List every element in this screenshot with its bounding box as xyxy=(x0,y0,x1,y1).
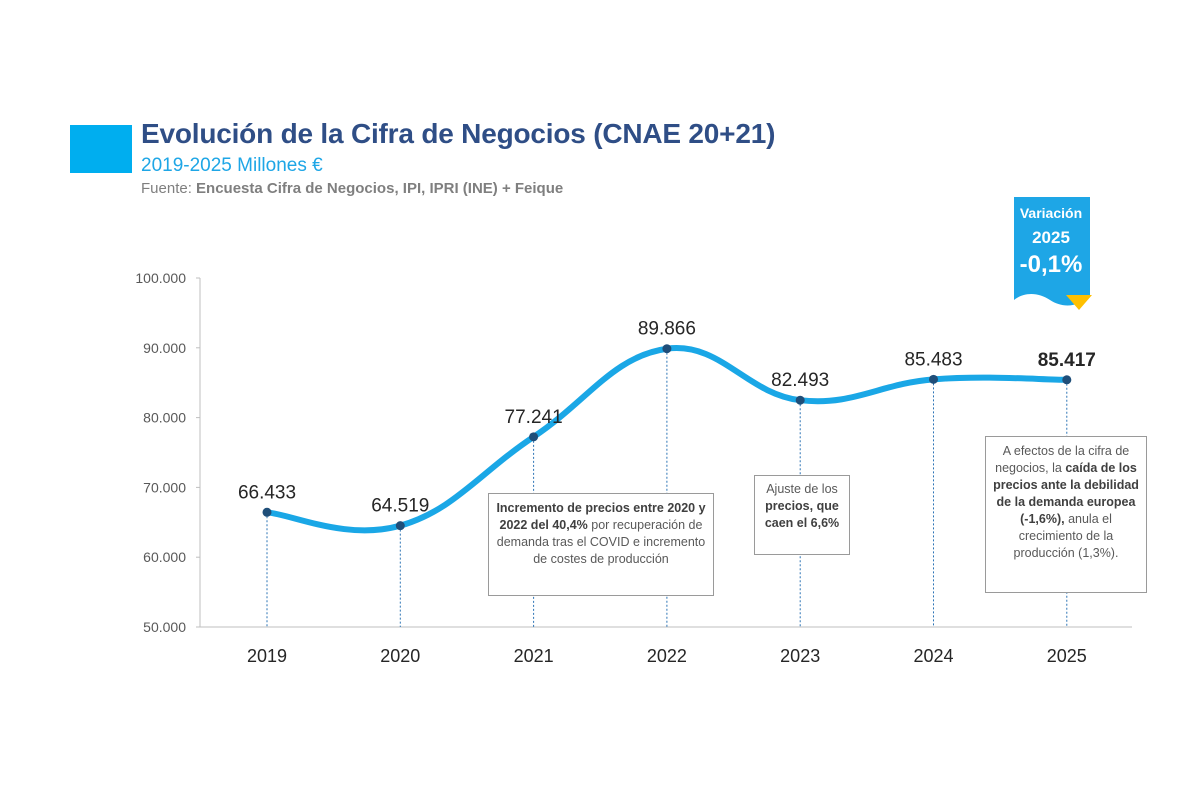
data-label: 89.866 xyxy=(638,319,696,340)
annotation-price-adjustment: Ajuste de los precios, que caen el 6,6% xyxy=(754,475,850,555)
x-tick-label: 2021 xyxy=(514,646,554,666)
data-label: 85.483 xyxy=(904,349,962,370)
data-point xyxy=(1062,375,1072,385)
annotation-demand-weakness: A efectos de la cifra de negocios, la ca… xyxy=(985,436,1147,593)
badge-label: Variación xyxy=(1019,205,1083,221)
badge-value: -0,1% xyxy=(1019,251,1083,278)
data-label: 64.519 xyxy=(371,496,429,517)
annotation-text: caída de los precios ante la debilidad d… xyxy=(993,461,1139,526)
down-triangle-icon xyxy=(1066,295,1092,310)
y-tick-label: 100.000 xyxy=(135,270,186,286)
y-tick-label: 90.000 xyxy=(143,340,186,356)
chart-source: Fuente: Encuesta Cifra de Negocios, IPI,… xyxy=(141,180,563,197)
annotation-text: Ajuste de los xyxy=(766,482,838,496)
x-tick-label: 2025 xyxy=(1047,646,1087,666)
x-tick-label: 2022 xyxy=(647,646,687,666)
data-point xyxy=(795,395,805,405)
x-tick-label: 2023 xyxy=(780,646,820,666)
data-label: 77.241 xyxy=(505,407,563,428)
x-tick-label: 2019 xyxy=(247,646,287,666)
variation-badge xyxy=(1014,197,1090,306)
data-point xyxy=(662,344,672,354)
chart-subtitle: 2019-2025 Millones € xyxy=(141,155,323,176)
badge-year: 2025 xyxy=(1032,228,1070,247)
chart-title: Evolución de la Cifra de Negocios (CNAE … xyxy=(141,118,776,149)
annotation-text: precios, que caen el 6,6% xyxy=(764,499,840,530)
annotation-text: anula el crecimiento de la producción (1… xyxy=(1013,512,1119,560)
source-text: Encuesta Cifra de Negocios, IPI, IPRI (I… xyxy=(196,180,564,197)
annotation-text: por recuperación de demanda tras el COVI… xyxy=(496,518,706,566)
y-tick-label: 80.000 xyxy=(143,410,186,426)
y-tick-label: 60.000 xyxy=(143,549,186,565)
source-prefix: Fuente: xyxy=(141,180,197,197)
annotation-text: Incremento de precios entre 2020 y 2022 … xyxy=(496,501,706,532)
annotation-text: A efectos de la cifra de negocios, la xyxy=(995,444,1130,475)
x-tick-label: 2024 xyxy=(913,646,953,666)
data-label: 85.417 xyxy=(1038,350,1096,371)
data-label: 66.433 xyxy=(238,482,296,503)
title-accent-square xyxy=(70,125,132,173)
y-tick-label: 70.000 xyxy=(143,479,186,495)
data-point xyxy=(262,507,272,517)
x-tick-label: 2020 xyxy=(380,646,420,666)
data-point xyxy=(395,521,405,531)
data-point xyxy=(929,374,938,384)
data-label: 82.493 xyxy=(771,370,829,391)
data-point xyxy=(529,432,539,442)
y-tick-label: 50.000 xyxy=(143,619,186,635)
annotation-price-increase: Incremento de precios entre 2020 y 2022 … xyxy=(488,493,714,596)
